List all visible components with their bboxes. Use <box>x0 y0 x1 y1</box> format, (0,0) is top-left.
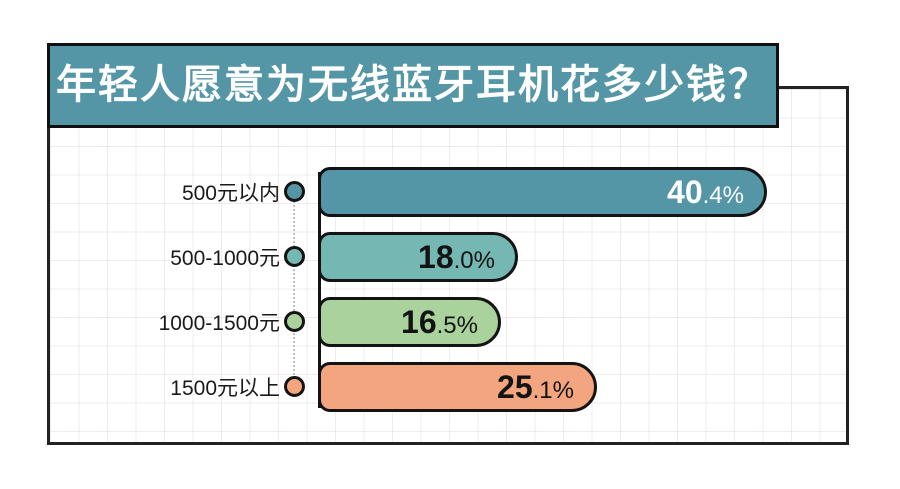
value-bar: 18.0% <box>318 232 518 282</box>
bar-value-decimal-percent: .4% <box>702 182 744 209</box>
bar-left-spine <box>318 172 321 408</box>
bar-value-whole: 18 <box>418 239 454 275</box>
bar-value-whole: 25 <box>497 369 533 405</box>
bar-value-decimal-percent: .0% <box>453 247 495 274</box>
title-banner: 年轻人愿意为无线蓝牙耳机花多少钱？ <box>47 43 779 128</box>
bar-row: 500-1000元 18.0% <box>0 232 900 282</box>
chart-title: 年轻人愿意为无线蓝牙耳机花多少钱？ <box>56 62 770 107</box>
axis-dot <box>284 311 305 332</box>
bar-value-decimal-percent: .5% <box>436 312 478 339</box>
axis-dot <box>284 181 305 202</box>
bar-value-whole: 16 <box>401 304 437 340</box>
bar-row: 500元以内 40.4% <box>0 167 900 217</box>
bar-value: 18.0% <box>418 235 495 279</box>
value-bar: 25.1% <box>318 362 597 412</box>
axis-dot <box>284 246 305 267</box>
value-bar: 40.4% <box>318 167 767 217</box>
axis-dot <box>284 376 305 397</box>
bar-row: 1500元以上 25.1% <box>0 362 900 412</box>
value-bar: 16.5% <box>318 297 501 347</box>
dotted-axis-line <box>293 194 295 386</box>
category-label: 1000-1500元 <box>158 312 280 335</box>
bar-value-whole: 40 <box>667 174 703 210</box>
bar-value-decimal-percent: .1% <box>532 377 574 404</box>
bar-value: 40.4% <box>667 170 744 214</box>
category-label: 500元以内 <box>181 182 280 205</box>
bar-value: 25.1% <box>497 365 574 409</box>
category-label: 1500元以上 <box>170 377 280 400</box>
bar-value: 16.5% <box>401 300 478 344</box>
category-label: 500-1000元 <box>170 247 280 270</box>
bar-row: 1000-1500元 16.5% <box>0 297 900 347</box>
